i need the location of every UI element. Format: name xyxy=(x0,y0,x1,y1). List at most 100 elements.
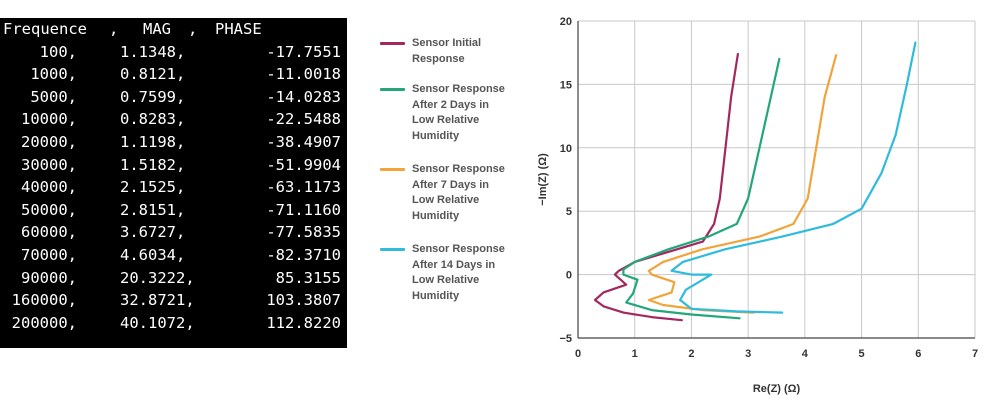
y-tick-label: 10 xyxy=(560,143,572,155)
phase-cell: -38.4907 xyxy=(266,132,341,151)
mag-cell: 0.8121, xyxy=(120,65,186,84)
legend-label-line: Sensor Response xyxy=(412,163,505,175)
frequency-cell: 160000, xyxy=(11,291,77,310)
x-axis-label: Re(Z) (Ω) xyxy=(753,383,801,395)
mag-cell: 20.3222, xyxy=(120,268,195,287)
x-tick-label: 7 xyxy=(972,348,978,360)
table-row: 160000, 32.8721, 103.3807 xyxy=(3,289,347,312)
legend-label-line: Low Relative xyxy=(412,194,480,206)
legend-label: Sensor Initial Response xyxy=(412,36,542,67)
phase-cell: -77.5835 xyxy=(266,223,341,242)
header-phase: PHASE xyxy=(215,20,262,38)
legend-swatch xyxy=(380,248,405,251)
phase-cell: -17.7551 xyxy=(266,42,341,61)
terminal-output: Frequence , MAG , PHASE 100, 1.1348, -17.7… xyxy=(0,18,347,348)
legend-label-line: Sensor Response xyxy=(412,83,505,95)
table-body: 100, 1.1348, -17.7551 1000, 0.8121, -11.0018 5… xyxy=(3,41,347,335)
phase-cell: -14.0283 xyxy=(266,87,341,106)
table-row: 20000, 1.1198, -38.4907 xyxy=(3,131,347,154)
x-tick-label: 3 xyxy=(745,348,751,360)
table-row: 60000, 3.6727, -77.5835 xyxy=(3,221,347,244)
legend-label-line: After 14 Days in xyxy=(412,258,496,271)
header-comma-2: , xyxy=(188,20,198,38)
legend-label-line: After 2 Days in xyxy=(412,98,490,111)
series-line-0 xyxy=(593,52,739,322)
y-tick-label: 0 xyxy=(566,270,572,282)
y-tick-label: 5 xyxy=(566,206,572,218)
frequency-cell: 1000, xyxy=(30,65,77,84)
header-frequence: Frequence xyxy=(3,20,87,38)
phase-cell: -82.3710 xyxy=(266,245,341,264)
mag-cell: 0.8283, xyxy=(120,110,186,129)
legend-label: Sensor Response After 14 Days in Low Relat… xyxy=(412,242,542,304)
legend-label-line: Humidity xyxy=(412,209,460,222)
mag-cell: 2.8151, xyxy=(120,200,186,219)
table-row: 40000, 2.1525, -63.1173 xyxy=(3,176,347,199)
frequency-cell: 100, xyxy=(39,42,77,61)
table-row: 90000, 20.3222, 85.3155 xyxy=(3,267,347,290)
mag-cell: 2.1525, xyxy=(120,178,186,197)
mag-cell: 1.5182, xyxy=(120,155,186,174)
header-comma-1: , xyxy=(109,20,119,38)
x-tick-label: 5 xyxy=(859,348,865,360)
phase-cell: 112.8220 xyxy=(266,313,341,332)
legend-label-line: Low Relative xyxy=(412,114,480,126)
table-row: 200000, 40.1072, 112.8220 xyxy=(3,312,347,335)
mag-cell: 0.7599, xyxy=(120,87,186,106)
mag-cell: 1.1348, xyxy=(120,42,186,61)
frequency-cell: 20000, xyxy=(21,132,77,151)
header-mag: MAG xyxy=(143,20,171,38)
legend-label-line: Sensor Initial xyxy=(412,37,482,49)
y-tick-label: 15 xyxy=(560,79,572,91)
mag-cell: 3.6727, xyxy=(120,223,186,242)
series-line-3 xyxy=(670,41,917,314)
legend-label-line: After 7 Days in xyxy=(412,178,490,191)
legend-swatch xyxy=(380,168,405,171)
frequency-cell: 30000, xyxy=(21,155,77,174)
table-row: 5000, 0.7599, -14.0283 xyxy=(3,86,347,109)
legend-label-line: Low Relative xyxy=(412,274,480,286)
x-tick-label: 4 xyxy=(802,348,809,360)
legend-label-line: Response xyxy=(412,52,465,65)
legend-label-line: Humidity xyxy=(412,129,460,142)
legend-label-line: Humidity xyxy=(412,289,460,302)
frequency-cell: 200000, xyxy=(11,313,77,332)
x-tick-label: 0 xyxy=(575,348,581,360)
table-header: Frequence , MAG , PHASE xyxy=(3,18,347,41)
phase-cell: -51.9904 xyxy=(266,155,341,174)
mag-cell: 40.1072, xyxy=(120,313,195,332)
x-tick-label: 6 xyxy=(915,348,921,360)
table-row: 50000, 2.8151, -71.1160 xyxy=(3,199,347,222)
phase-cell: 103.3807 xyxy=(266,291,341,310)
mag-cell: 4.6034, xyxy=(120,245,186,264)
legend-swatch xyxy=(380,88,405,91)
x-tick-label: 1 xyxy=(632,348,638,360)
y-axis-label: −Im(Z) (Ω) xyxy=(537,153,549,206)
series-line-1 xyxy=(622,57,781,320)
x-tick-label: 2 xyxy=(688,348,694,360)
frequency-cell: 10000, xyxy=(21,110,77,129)
phase-cell: -71.1160 xyxy=(266,200,341,219)
phase-cell: -11.0018 xyxy=(266,65,341,84)
phase-cell: 85.3155 xyxy=(275,268,341,287)
frequency-cell: 60000, xyxy=(21,223,77,242)
legend-label: Sensor Response After 7 Days in Low Relati… xyxy=(412,162,542,224)
table-row: 70000, 4.6034, -82.3710 xyxy=(3,244,347,267)
legend-swatch xyxy=(380,42,405,45)
y-tick-label: 20 xyxy=(560,16,572,28)
y-tick-label: −5 xyxy=(559,333,572,345)
chart-series xyxy=(593,41,917,322)
table-row: 10000, 0.8283, -22.5488 xyxy=(3,108,347,131)
legend-label-line: Sensor Response xyxy=(412,243,505,255)
phase-cell: -63.1173 xyxy=(266,178,341,197)
frequency-cell: 50000, xyxy=(21,200,77,219)
series-line-2 xyxy=(647,54,838,314)
table-row: 1000, 0.8121, -11.0018 xyxy=(3,63,347,86)
phase-cell: -22.5488 xyxy=(266,110,341,129)
legend-label: Sensor Response After 2 Days in Low Relati… xyxy=(412,82,542,144)
mag-cell: 1.1198, xyxy=(120,132,186,151)
table-row: 30000, 1.5182, -51.9904 xyxy=(3,154,347,177)
frequency-cell: 5000, xyxy=(30,87,77,106)
